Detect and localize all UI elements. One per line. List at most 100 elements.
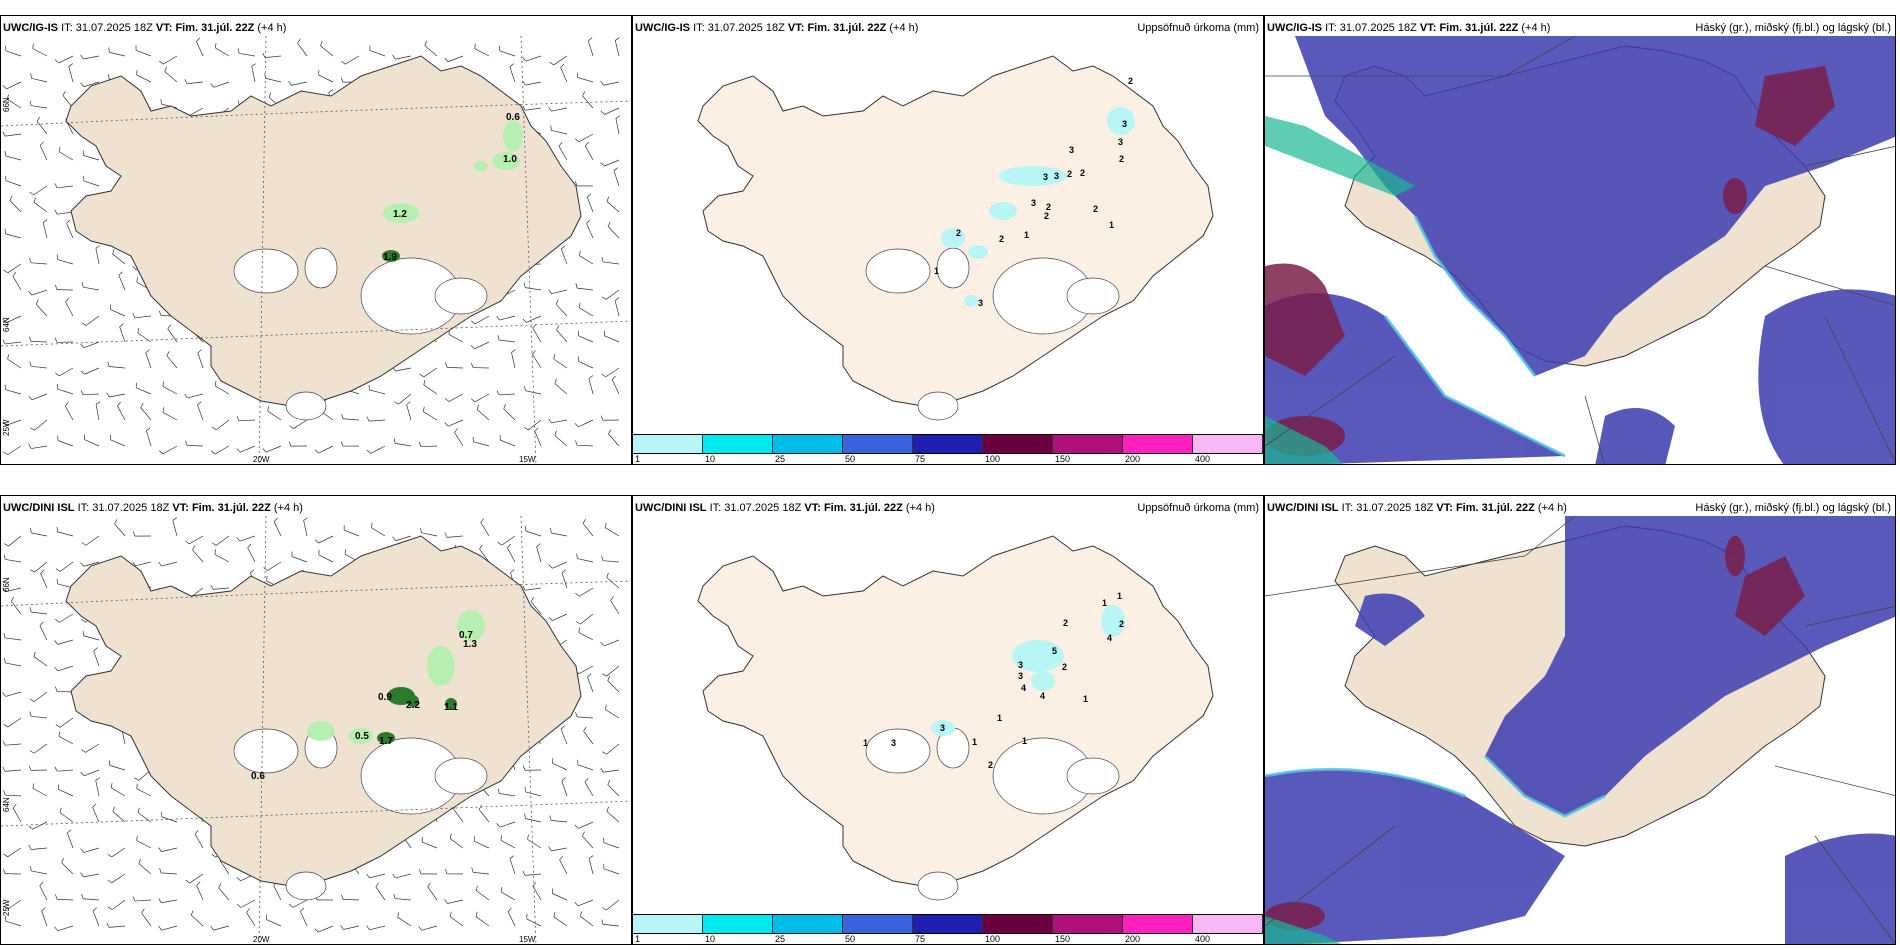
wind-barb-feather xyxy=(95,777,101,781)
lon-label: 15W xyxy=(519,455,536,464)
wind-barb-feather xyxy=(549,815,552,821)
iceland-land xyxy=(697,535,1214,887)
lon-label: 20W xyxy=(253,935,270,944)
wind-barb-feather xyxy=(574,181,578,186)
wind-barb xyxy=(5,794,22,797)
wind-barb xyxy=(395,55,412,60)
wind-barb xyxy=(551,289,568,294)
wind-barb xyxy=(371,527,386,537)
wind-barb-feather xyxy=(3,724,9,728)
wind-barb-feather xyxy=(615,37,620,41)
precip-value: 2 xyxy=(1044,211,1049,221)
wind-barb xyxy=(577,444,594,447)
wind-barb-feather xyxy=(600,642,605,647)
wind-barb xyxy=(194,833,204,849)
wind-barb xyxy=(57,259,74,265)
wind-barb-feather xyxy=(393,438,396,444)
precip-value: 2 xyxy=(1119,619,1124,629)
cloud-map-panel-dini: UWC/DINI ISL IT: 31.07.2025 18Z VT: Fim.… xyxy=(1264,495,1896,945)
wind-barb-feather xyxy=(574,824,579,829)
wind-value-label: 1.0 xyxy=(503,154,517,165)
wind-barb xyxy=(39,625,48,641)
wind-barb xyxy=(421,532,438,537)
wind-barb-feather xyxy=(554,430,557,436)
wind-barb xyxy=(369,925,386,931)
wind-barb-feather xyxy=(55,724,61,728)
cloud-title: Háský (gr.), miðský (fj.bl.) og lágský (… xyxy=(1695,502,1891,514)
wind-barb-feather xyxy=(29,257,32,263)
wind-barb-feather xyxy=(507,543,511,549)
wind-barb xyxy=(530,601,542,615)
glaciers xyxy=(233,727,488,901)
wind-barb xyxy=(551,419,568,424)
wind-barb xyxy=(191,914,204,927)
wind-barb xyxy=(578,419,594,428)
wind-barb xyxy=(112,253,126,265)
wind-barb-feather xyxy=(602,907,607,911)
wind-barb-feather xyxy=(4,657,6,663)
wind-barb xyxy=(61,862,74,875)
precip-value: 1 xyxy=(934,266,939,276)
wind-barb xyxy=(109,925,126,928)
wind-barb-feather xyxy=(470,320,476,325)
wind-barb xyxy=(109,393,126,398)
wind-barb-feather xyxy=(61,857,64,863)
wind-barb xyxy=(343,925,360,930)
wind-barb-feather xyxy=(82,630,84,636)
glaciers xyxy=(865,247,1120,421)
wind-barb xyxy=(580,613,594,625)
wind-barb-feather xyxy=(575,711,578,717)
wind-barb xyxy=(509,858,516,875)
wind-barb xyxy=(577,77,594,83)
wind-barb-feather xyxy=(40,569,45,574)
green-band xyxy=(1265,116,1415,464)
wind-map-panel-dini: UWC/DINI ISL IT: 31.07.2025 18Z VT: Fim.… xyxy=(0,495,632,945)
wind-barb xyxy=(135,899,152,902)
wind-barb xyxy=(344,529,360,537)
wind-barb-feather xyxy=(601,256,604,263)
wind-barb xyxy=(503,408,516,421)
wind-barb xyxy=(423,384,438,395)
lat-label: 64N xyxy=(2,317,11,332)
precip-map: 2 3 3 3 3 3 2 2 2 3 2 2 1 2 2 1 2 1 3 xyxy=(697,55,1214,421)
wind-barb-feather xyxy=(548,616,553,621)
panel-header: UWC/DINI ISL IT: 31.07.2025 18Z VT: Fim.… xyxy=(1267,502,1567,514)
wind-barb-feather xyxy=(575,283,578,289)
wind-barb-feather xyxy=(28,825,33,830)
glacier xyxy=(1066,757,1120,795)
wind-barb xyxy=(318,554,334,563)
wind-barb-feather xyxy=(470,398,476,403)
wind-barb xyxy=(214,554,230,563)
wind-barb xyxy=(556,329,568,343)
wind-map: 0.6 1.0 1.2 1.9 66N 64N 25W 20W 15W xyxy=(1,35,631,464)
glacier xyxy=(285,871,327,901)
wind-barb xyxy=(552,561,568,569)
wind-barb-feather xyxy=(211,450,216,455)
wind-barb xyxy=(273,885,282,901)
wind-barb xyxy=(610,600,620,615)
wind-barb xyxy=(6,315,22,324)
wind-barb-feather xyxy=(611,375,616,380)
precip-value: 3 xyxy=(1054,171,1059,181)
wind-barb-feather xyxy=(54,926,58,931)
wind-barb xyxy=(343,418,360,421)
iceland-land xyxy=(65,55,582,407)
wind-barb-feather xyxy=(162,381,164,387)
panel-header: UWC/IG-IS IT: 31.07.2025 18Z VT: Fim. 31… xyxy=(3,22,287,34)
wind-value-label: 0.7 xyxy=(459,630,473,641)
wind-barb xyxy=(449,838,464,849)
wind-barb-feather xyxy=(2,766,6,772)
wind-barb-feather xyxy=(138,858,141,864)
precip-value: 3 xyxy=(1018,671,1023,681)
wind-barb-feather xyxy=(586,193,592,198)
colorbar-label: 75 xyxy=(915,934,926,944)
wind-barb-feather xyxy=(80,54,84,60)
wind-barb-feather xyxy=(158,561,162,567)
precip-value: 1 xyxy=(1102,598,1107,608)
wind-barb-feather xyxy=(62,91,66,96)
wind-barb xyxy=(606,743,620,755)
wind-barb xyxy=(293,419,308,429)
wind-barb-feather xyxy=(602,751,607,755)
wind-barb xyxy=(369,419,386,422)
precip-value: 2 xyxy=(1067,169,1072,179)
